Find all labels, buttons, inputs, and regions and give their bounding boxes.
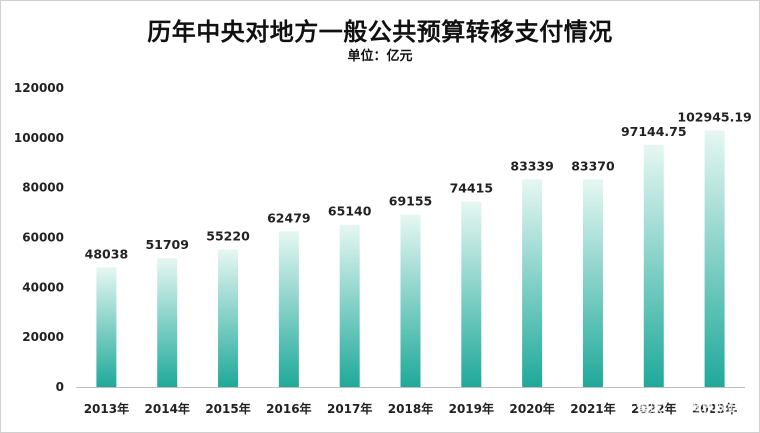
y-tick-label: 120000 — [14, 81, 64, 95]
bar-value-label: 74415 — [450, 181, 494, 196]
bar-value-label: 83370 — [571, 158, 615, 173]
bar-value-label: 69155 — [389, 194, 433, 209]
bar-value-label: 48038 — [85, 246, 129, 261]
value-labels: 48038 51709 55220 62479 65140 69155 74415 83339… — [85, 109, 752, 261]
bar — [643, 144, 664, 387]
bars — [96, 130, 725, 387]
bar — [96, 267, 117, 387]
y-axis: 0 20000 40000 60000 80000 100000 120000 — [14, 81, 64, 394]
chart-title: 历年中央对地方一般公共预算转移支付情况 — [147, 18, 613, 46]
y-tick-label: 40000 — [22, 280, 64, 294]
y-tick-label: 80000 — [22, 181, 64, 195]
y-tick-label: 60000 — [22, 231, 64, 245]
bar — [278, 231, 299, 387]
x-axis: 2013年 2014年 2015年 2016年 2017年 2018年 2019年 2020年… — [84, 401, 738, 416]
y-tick-label: 0 — [56, 380, 64, 394]
x-tick-label: 2022年 — [631, 401, 676, 416]
x-tick-label: 2020年 — [509, 401, 554, 416]
bar-value-label: 97144.75 — [621, 124, 687, 139]
bar — [461, 201, 482, 387]
bar — [339, 224, 360, 387]
bar-value-label: 51709 — [145, 237, 189, 252]
y-tick-label: 20000 — [22, 330, 64, 344]
x-tick-label: 2023年 — [692, 401, 737, 416]
x-tick-label: 2021年 — [570, 401, 615, 416]
bar — [582, 179, 603, 387]
bar — [218, 249, 239, 387]
x-tick-label: 2015年 — [205, 401, 250, 416]
bar — [400, 214, 421, 387]
x-tick-label: 2018年 — [388, 401, 433, 416]
bar — [157, 258, 178, 387]
x-tick-label: 2016年 — [266, 401, 311, 416]
x-tick-label: 2017年 — [327, 401, 372, 416]
bar — [704, 130, 725, 387]
x-tick-label: 2019年 — [449, 401, 494, 416]
bar-value-label: 102945.19 — [677, 109, 751, 124]
bar-value-label: 65140 — [328, 204, 372, 219]
bar-value-label: 62479 — [267, 210, 311, 225]
x-tick-label: 2014年 — [145, 401, 190, 416]
bar-value-label: 83339 — [510, 158, 554, 173]
bar — [522, 179, 543, 387]
y-tick-label: 100000 — [14, 131, 64, 145]
chart-subtitle: 单位：亿元 — [347, 49, 413, 64]
bar-value-label: 55220 — [206, 228, 250, 243]
watermark: 雪球：全世界网站 — [636, 401, 740, 417]
x-tick-label: 2013年 — [84, 401, 129, 416]
